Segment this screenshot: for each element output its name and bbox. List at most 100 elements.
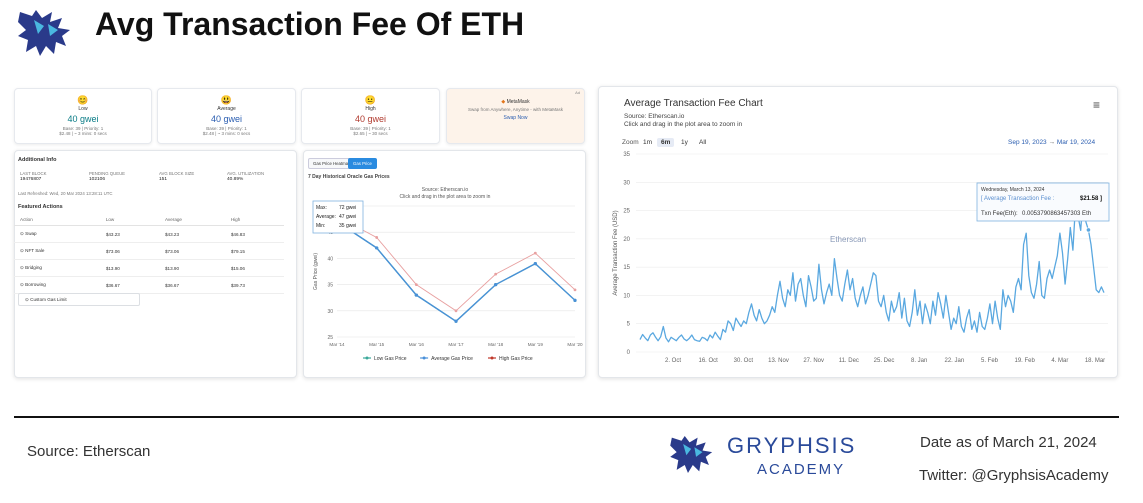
last-refreshed: Last Refreshed: Wed, 20 Mar 2024 13:28:1… [18, 191, 113, 196]
row-high: $39.73 [224, 276, 284, 294]
gas-card-high: 😐 High 40 gwei Base: 39 | Priority: 1 $2… [301, 88, 440, 144]
zoom-6m-button[interactable]: 6m [657, 138, 675, 147]
mini-point [375, 236, 379, 239]
mini-x-tick: Mar '16 [409, 342, 425, 347]
card-gwei: 40 gwei [210, 114, 243, 124]
tooltip-max-value: 72 gwei [339, 205, 356, 211]
big-y-axis-label: Average Transaction Fee (USD) [613, 210, 619, 295]
row-high: $15.06 [224, 259, 284, 277]
big-x-tick: 27. Nov [803, 358, 824, 364]
card-detail: $2.65 | ~ 30 secs [353, 131, 388, 136]
big-y-tick: 20 [623, 237, 630, 243]
table-row[interactable]: ⊙ NFT Sale $73.06 $73.06 $79.15 [14, 242, 284, 260]
mini-y-tick: 25 [327, 335, 333, 341]
row-average: $13.90 [158, 259, 225, 277]
mini-point [533, 262, 537, 266]
legend-marker [365, 356, 369, 360]
card-name: Low [78, 106, 88, 112]
mini-series-line [336, 221, 576, 323]
col-action: Action [14, 214, 100, 226]
mini-point [533, 251, 537, 255]
tooltip-date: Wednesday, March 13, 2024 [981, 187, 1045, 193]
big-y-tick: 15 [623, 265, 630, 271]
table-row[interactable]: ⊙ Borrowing $36.67 $36.67 $39.73 [14, 276, 284, 294]
mini-series-line [336, 216, 576, 312]
footer-source: Source: Etherscan [27, 443, 151, 460]
row-action: ⊙ Swap [14, 225, 100, 243]
swap-now-link[interactable]: Swap Now [503, 115, 528, 121]
metamask-ad-card[interactable]: Ad ◆ MetaMask Swap from Anywhere, Anytim… [446, 88, 585, 144]
legend-label: Average Gas Price [431, 356, 473, 362]
big-x-tick: 4. Mar [1051, 358, 1068, 364]
legend-label: High Gas Price [499, 356, 533, 362]
mini-chart-hint: Click and drag in the plot area to zoom … [400, 194, 491, 200]
kv-avg-utilization: AVG. UTILIZATION 40.89% [227, 171, 265, 182]
row-low: $36.67 [99, 276, 159, 294]
legend-marker [490, 356, 494, 360]
tooltip-fee-label: [ Average Transaction Fee : [981, 196, 1055, 202]
card-gwei: 40 gwei [354, 114, 387, 124]
mini-tooltip: Max: 72 gwei Average: 47 gwei Min: 35 gw… [312, 200, 364, 234]
footer-date: Date as of March 21, 2024 [920, 434, 1097, 451]
big-y-tick: 25 [623, 209, 630, 215]
date-range[interactable]: Sep 19, 2023 → Mar 19, 2024 [1008, 139, 1095, 146]
mini-x-tick: Mar '20 [567, 342, 583, 347]
kv-pending-queue: PENDING QUEUE 102106 [89, 171, 126, 182]
fox-icon: ◆ [501, 99, 506, 105]
gas-history-panel [303, 150, 586, 378]
row-average: $43.23 [158, 225, 225, 243]
featured-actions-title: Featured Actions [18, 204, 63, 210]
mini-point [454, 319, 458, 323]
big-y-tick: 0 [627, 350, 631, 356]
col-average: Average [158, 214, 225, 226]
kv-last-block: LAST BLOCK 19476807 [20, 171, 47, 182]
big-x-tick: 11. Dec [839, 358, 859, 364]
zoom-1m-button[interactable]: 1m [643, 139, 653, 146]
big-y-tick: 35 [623, 152, 630, 158]
table-row[interactable]: ⊙ Bridging $13.90 $13.90 $15.06 [14, 259, 284, 277]
mini-x-tick: Mar '14 [329, 342, 345, 347]
row-average: $36.67 [158, 276, 225, 294]
table-header-row: Action Low Average High [14, 214, 284, 226]
range-from[interactable]: Sep 19, 2023 [1008, 139, 1047, 146]
mini-y-tick: 40 [327, 256, 333, 262]
row-action: ⊙ NFT Sale [14, 242, 100, 260]
mini-x-tick: Mar '18 [488, 342, 504, 347]
row-action: ⊙ Borrowing [14, 276, 100, 294]
row-action: ⊙ Bridging [14, 259, 100, 277]
gas-price-button[interactable]: Gas Price [348, 158, 377, 169]
mini-gas-chart: Source: Etherscan.io Click and drag in t… [312, 187, 583, 362]
kv-avg-block-size: AVG BLOCK SIZE 151 [159, 171, 195, 182]
big-x-tick: 2. Oct [665, 358, 681, 364]
row-low: $13.90 [99, 259, 159, 277]
big-y-tick: 10 [623, 293, 630, 299]
footer-twitter: Twitter: @GryphsisAcademy [919, 467, 1109, 484]
mini-point [414, 283, 418, 286]
tooltip-max-label: Max: [316, 205, 327, 211]
ad-badge: Ad [575, 90, 580, 95]
zoom-1y-button[interactable]: 1y [681, 139, 688, 146]
featured-actions-table: Action Low Average High ⊙ Swap $43.23 $43.… [14, 214, 284, 294]
mini-x-tick: Mar '17 [448, 342, 464, 347]
zoom-all-button[interactable]: All [699, 139, 707, 146]
custom-gas-limit-button[interactable]: ⊙ Custom Gas Limit [18, 293, 140, 306]
card-base: Base: 39 | Priority: 1 [350, 126, 391, 131]
brand-sub: ACADEMY [757, 461, 846, 478]
menu-icon[interactable]: ≡ [1093, 98, 1101, 112]
legend-marker [422, 356, 426, 360]
gryphsis-logo [18, 10, 70, 56]
mini-point [414, 293, 418, 297]
footer-divider [14, 416, 1119, 418]
row-low: $73.06 [99, 242, 159, 260]
additional-info-title: Additional Info [18, 157, 57, 163]
col-high: High [224, 214, 284, 226]
table-row[interactable]: ⊙ Swap $43.23 $43.23 $46.83 [14, 225, 284, 243]
card-base: Base: 39 | Priority: 1 [62, 126, 104, 131]
brand-name: GRYPHSIS [727, 433, 857, 458]
footer-logo-icon [670, 435, 713, 474]
big-x-tick: 16. Oct [698, 358, 718, 364]
mini-point [494, 283, 498, 287]
range-to[interactable]: Mar 19, 2024 [1056, 139, 1096, 146]
card-base: Base: 39 | Priority: 1 [206, 126, 247, 131]
page-title: Avg Transaction Fee Of ETH [95, 6, 525, 42]
